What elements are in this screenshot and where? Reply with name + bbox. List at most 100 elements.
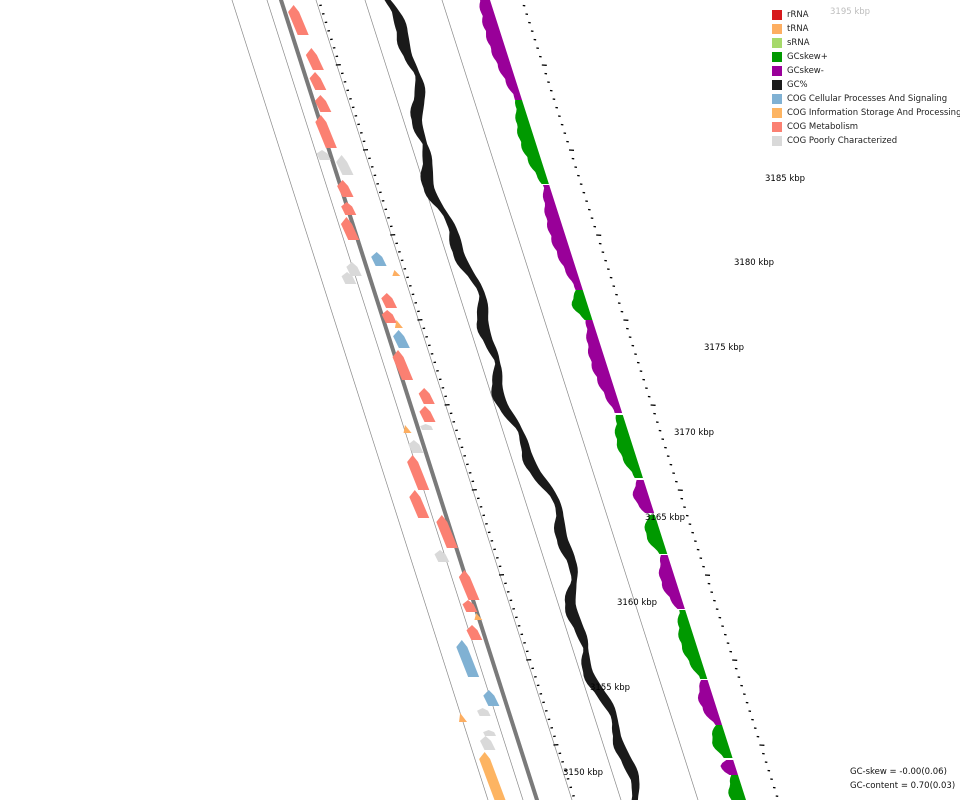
gene-feature [309,72,327,90]
gene-feature [419,406,436,422]
scale-tick-label: 3165 kbp [645,513,685,523]
scale-tick-label: 3180 kbp [734,258,774,268]
gene-feature [436,515,458,548]
gc-statistics: GC-skew = -0.00(0.06) GC-content = 0.70(… [850,765,955,793]
gc-content-band [384,0,640,800]
legend-swatch [772,52,782,62]
legend-item: rRNA [772,8,960,22]
legend-label: GCskew+ [787,52,828,62]
scale-tick-label: 3185 kbp [765,174,805,184]
gene-feature [477,708,491,716]
legend-label: GCskew- [787,66,824,76]
track-guide-line [315,0,573,800]
legend-swatch [772,38,782,48]
gene-feature [466,625,483,640]
gene-feature [474,613,483,620]
gene-feature [288,5,309,35]
gene-feature [393,330,410,348]
gene-feature [314,95,332,112]
gene-feature [315,115,337,148]
gene-feature [346,262,362,276]
legend-item: COG Metabolism [772,120,960,134]
gc-skew-segment [515,100,549,184]
gc-content-stat: GC-content = 0.70(0.03) [850,781,956,791]
legend-label: COG Information Storage And Processing [787,108,960,118]
gene-feature [381,293,398,308]
legend-swatch [772,24,782,34]
track-guide-lines [231,0,699,800]
gene-feature [392,270,401,276]
gene-feature [479,752,506,800]
gene-feature [392,350,414,380]
gc-skew-segment [479,0,522,100]
track-guide-line [364,0,622,800]
gene-feature [459,713,468,722]
gene-feature [403,425,412,433]
gene-feature [371,252,387,266]
gc-skew-segment [542,185,583,290]
gene-feature [341,202,357,215]
legend-label: COG Cellular Processes And Signaling [787,94,948,104]
gc-skew-segment [571,290,593,320]
legend-item: COG Information Storage And Processing [772,106,960,120]
legend: rRNA tRNA sRNA GCskew+ GCskew- GC% COG Cellula… [772,8,960,148]
gc-skew-segment [614,415,643,478]
gene-feature [341,272,357,284]
gc-skew-segment [720,760,738,775]
gc-skew-segment [677,610,708,679]
legend-swatch [772,108,782,118]
gc-skew-track [479,0,746,800]
scale-tick-label: 3175 kbp [704,343,744,353]
gene-feature [316,150,331,160]
scale-tick-labels: 3150 kbp 3155 kbp 3160 kbp 3165 kbp 3170 kbp… [563,7,870,778]
legend-swatch [772,80,782,90]
gene-feature [337,180,354,197]
legend-swatch [772,94,782,104]
gene-feature [456,640,480,677]
gene-feature [458,570,480,600]
gene-feature [483,690,500,706]
track-guide-line [441,0,699,800]
gene-feature [462,600,478,612]
legend-item: GCskew+ [772,50,960,64]
gene-feature [480,736,496,750]
gene-feature [340,217,360,240]
legend-label: COG Metabolism [787,122,859,132]
outer-scale-ticks [522,4,779,797]
legend-swatch [772,66,782,76]
legend-item: GCskew- [772,64,960,78]
gene-feature [407,455,430,490]
gc-skew-segment [644,515,668,554]
legend-label: tRNA [787,24,809,34]
gene-features [288,5,506,800]
gene-feature [336,155,354,175]
legend-swatch [772,10,782,20]
legend-item: tRNA [772,22,960,36]
gc-skew-stat: GC-skew = -0.00(0.06) [850,767,947,777]
legend-label: GC% [787,80,808,90]
gc-skew-segment [658,555,685,609]
scale-tick-label: 3195 kbp [830,7,870,17]
gene-feature [408,440,424,453]
gene-feature [305,48,324,70]
gene-feature [394,320,403,328]
scale-tick-label: 3150 kbp [563,768,603,778]
gc-skew-segment [728,775,746,800]
scale-tick-label: 3160 kbp [617,598,657,608]
legend-item: sRNA [772,36,960,50]
gene-feature [418,388,435,404]
scale-tick-label: 3170 kbp [674,428,714,438]
gc-skew-segment [697,680,722,725]
inner-tick-marks [319,4,575,797]
track-guide-line [231,0,489,800]
gc-skew-segment [712,725,733,758]
gene-feature [420,424,434,430]
gene-feature [434,550,450,562]
legend-item: GC% [772,78,960,92]
scale-tick-label: 3155 kbp [590,683,630,693]
legend-swatch [772,136,782,146]
gc-skew-segment [632,480,655,513]
gc-content-track [384,0,640,800]
legend-item: COG Cellular Processes And Signaling [772,92,960,106]
